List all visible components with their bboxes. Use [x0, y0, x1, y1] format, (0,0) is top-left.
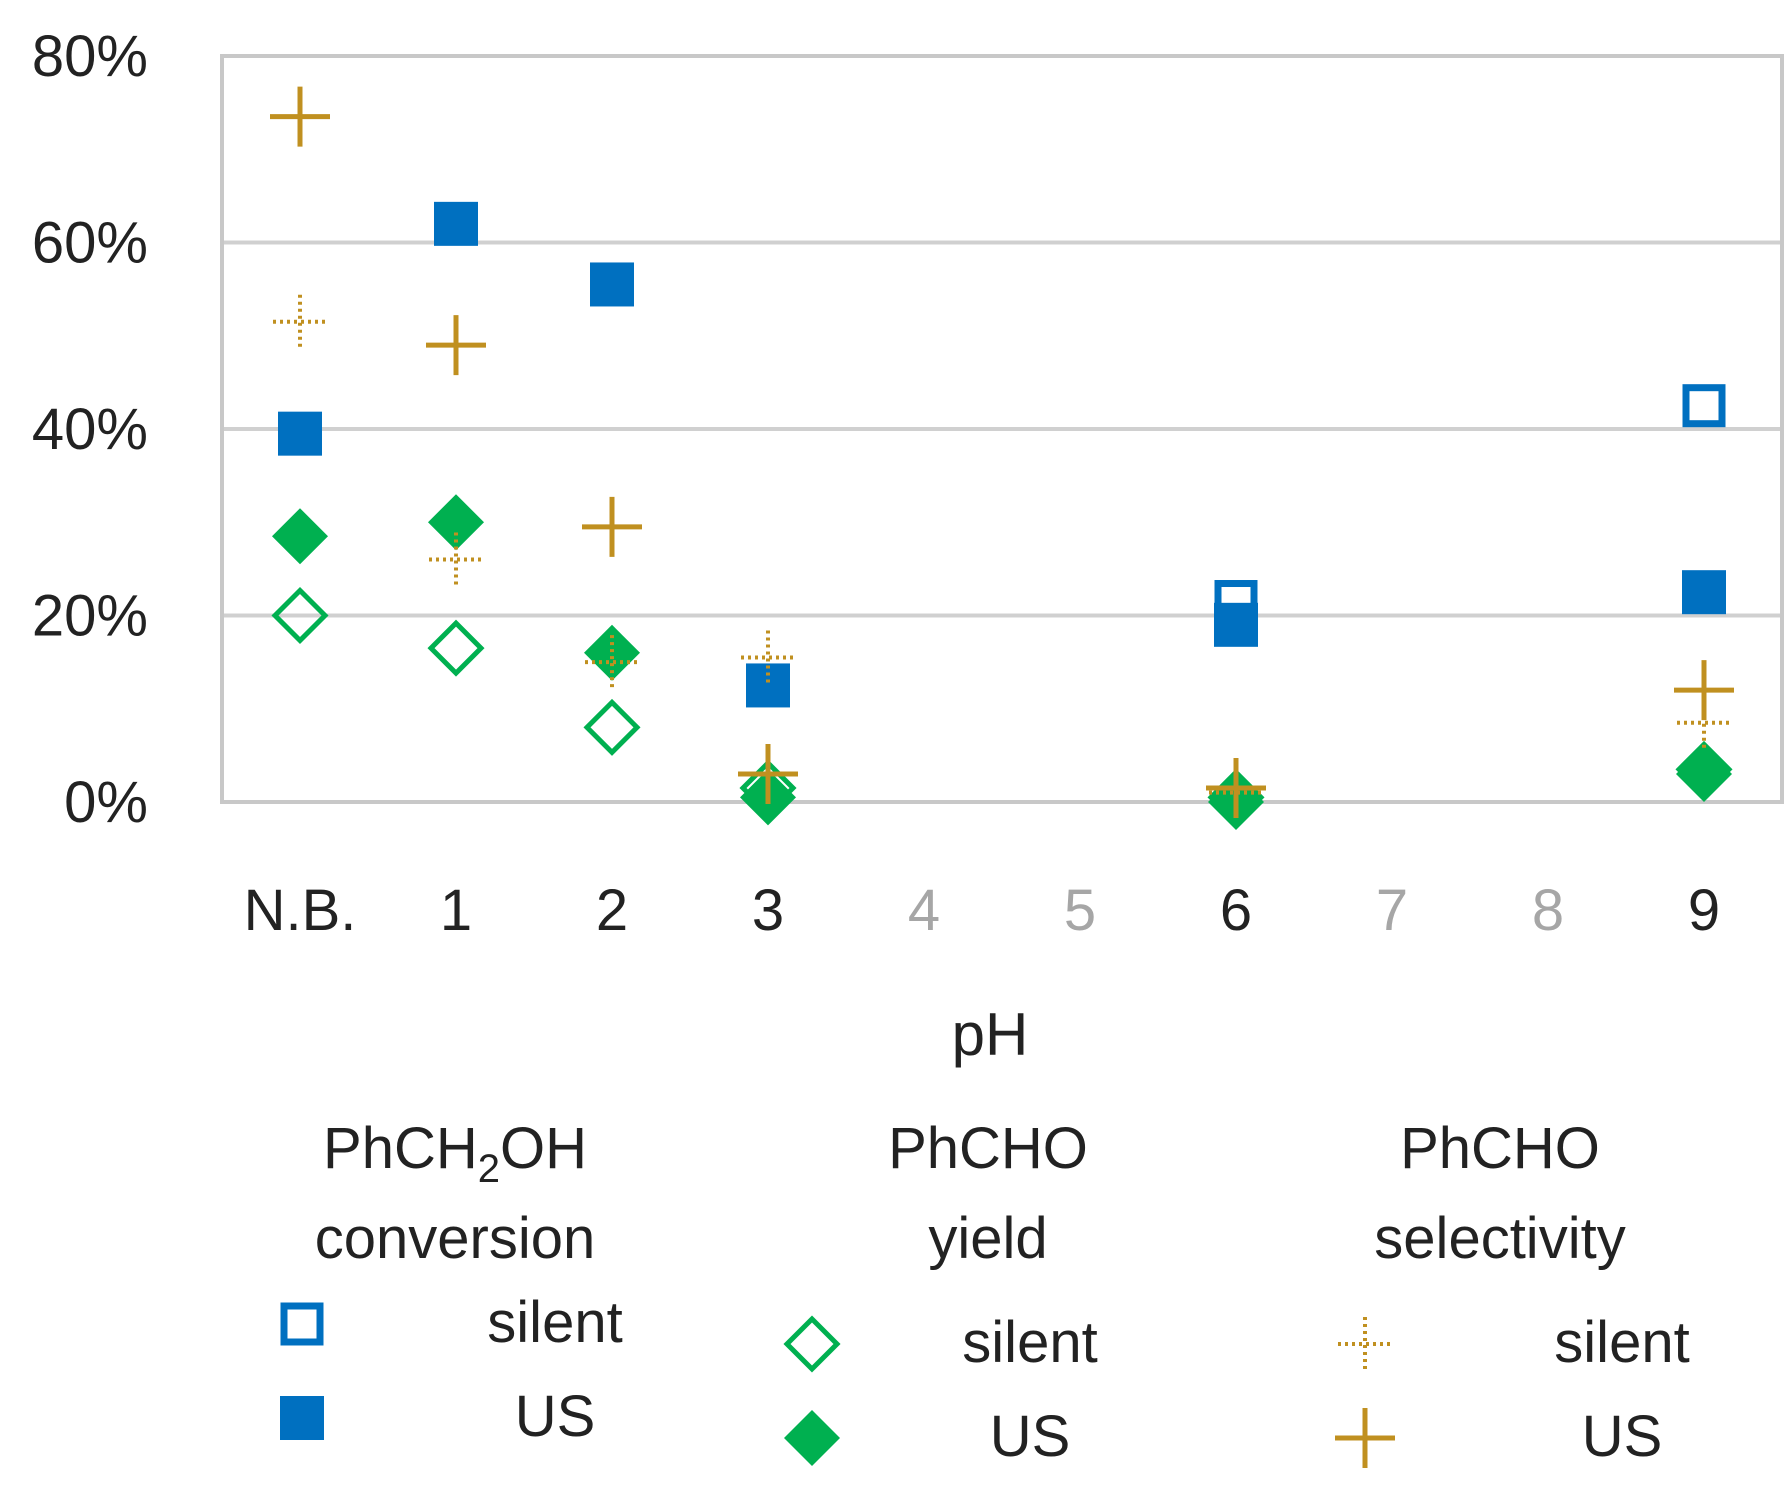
data-points — [270, 86, 1734, 830]
x-tick-label: 6 — [1220, 878, 1252, 943]
series-square-open — [1214, 384, 1726, 624]
x-tick-label: 9 — [1688, 878, 1720, 943]
y-tick-label: 40% — [32, 397, 148, 462]
x-axis: N.B. 1 2 3 4 5 6 7 8 9 — [244, 878, 1721, 943]
data-point — [273, 294, 327, 349]
legend-label-us: US — [990, 1404, 1071, 1469]
legend-group-title: PhCH2OH — [323, 1116, 587, 1191]
data-point — [590, 262, 634, 307]
data-point — [427, 619, 485, 677]
legend-group-subtitle: selectivity — [1374, 1206, 1625, 1271]
x-tick-label: 2 — [596, 878, 628, 943]
gridlines — [222, 54, 1782, 804]
data-point — [1206, 758, 1266, 819]
legend-label-us: US — [1582, 1404, 1663, 1469]
data-point — [583, 698, 641, 756]
x-tick-label: 4 — [908, 878, 940, 943]
legend: PhCH2OH conversion silent US PhCHO yield silen… — [280, 1116, 1690, 1469]
data-point — [1682, 570, 1726, 615]
series-plus — [270, 86, 1734, 819]
legend-label-silent: silent — [962, 1310, 1097, 1375]
legend-title-subscript: 2 — [478, 1147, 500, 1191]
y-tick-label: 60% — [32, 211, 148, 276]
y-tick-label: 20% — [32, 584, 148, 649]
data-point — [434, 201, 478, 246]
data-point — [585, 635, 639, 690]
series-diamond — [272, 494, 1732, 830]
data-point — [270, 86, 330, 147]
data-point — [1214, 602, 1258, 647]
legend-marker-us — [280, 1396, 324, 1440]
series-plus-dotted — [273, 294, 1731, 820]
legend-group-title: PhCHO — [888, 1116, 1088, 1181]
data-point — [582, 496, 642, 557]
legend-label-silent: silent — [1554, 1310, 1689, 1375]
data-point — [428, 494, 484, 551]
y-axis: 0% 20% 40% 60% 80% — [32, 24, 148, 835]
data-point — [1676, 746, 1732, 803]
x-tick-label: 5 — [1064, 878, 1096, 943]
data-point — [584, 624, 640, 681]
data-point — [1682, 384, 1726, 428]
legend-marker-us — [784, 1410, 840, 1466]
legend-group: PhCHO yield silent US — [783, 1116, 1098, 1469]
data-point — [271, 586, 329, 645]
data-point — [272, 508, 328, 565]
plot-area — [220, 54, 1784, 804]
x-axis-label: pH — [952, 1001, 1029, 1068]
legend-title-tail: OH — [500, 1116, 587, 1181]
data-point — [429, 532, 483, 587]
legend-group-title: PhCHO — [1400, 1116, 1600, 1181]
legend-marker-silent — [280, 1302, 324, 1346]
data-point — [1674, 660, 1734, 721]
legend-label-us: US — [515, 1384, 596, 1449]
legend-group-subtitle: yield — [928, 1206, 1047, 1271]
data-point — [738, 744, 798, 805]
x-tick-label: 7 — [1376, 878, 1408, 943]
x-tick-label: 3 — [752, 878, 784, 943]
legend-group: PhCH2OH conversion silent US — [280, 1116, 623, 1449]
legend-group: PhCHO selectivity silent US — [1335, 1116, 1690, 1469]
x-tick-label: 8 — [1532, 878, 1564, 943]
legend-marker-us — [1335, 1408, 1395, 1468]
y-tick-label: 80% — [32, 24, 148, 89]
data-point — [746, 663, 790, 708]
legend-marker-silent — [783, 1315, 841, 1373]
legend-label-silent: silent — [487, 1290, 622, 1355]
x-tick-label: 1 — [440, 878, 472, 943]
data-point — [426, 315, 486, 376]
legend-marker-silent — [1338, 1317, 1392, 1371]
data-point — [741, 630, 795, 685]
series-diamond-open — [271, 586, 1733, 826]
series-square — [278, 201, 1726, 708]
legend-group-subtitle: conversion — [315, 1206, 595, 1271]
x-tick-label: N.B. — [244, 878, 357, 943]
y-tick-label: 0% — [64, 770, 148, 835]
data-point — [278, 411, 322, 456]
